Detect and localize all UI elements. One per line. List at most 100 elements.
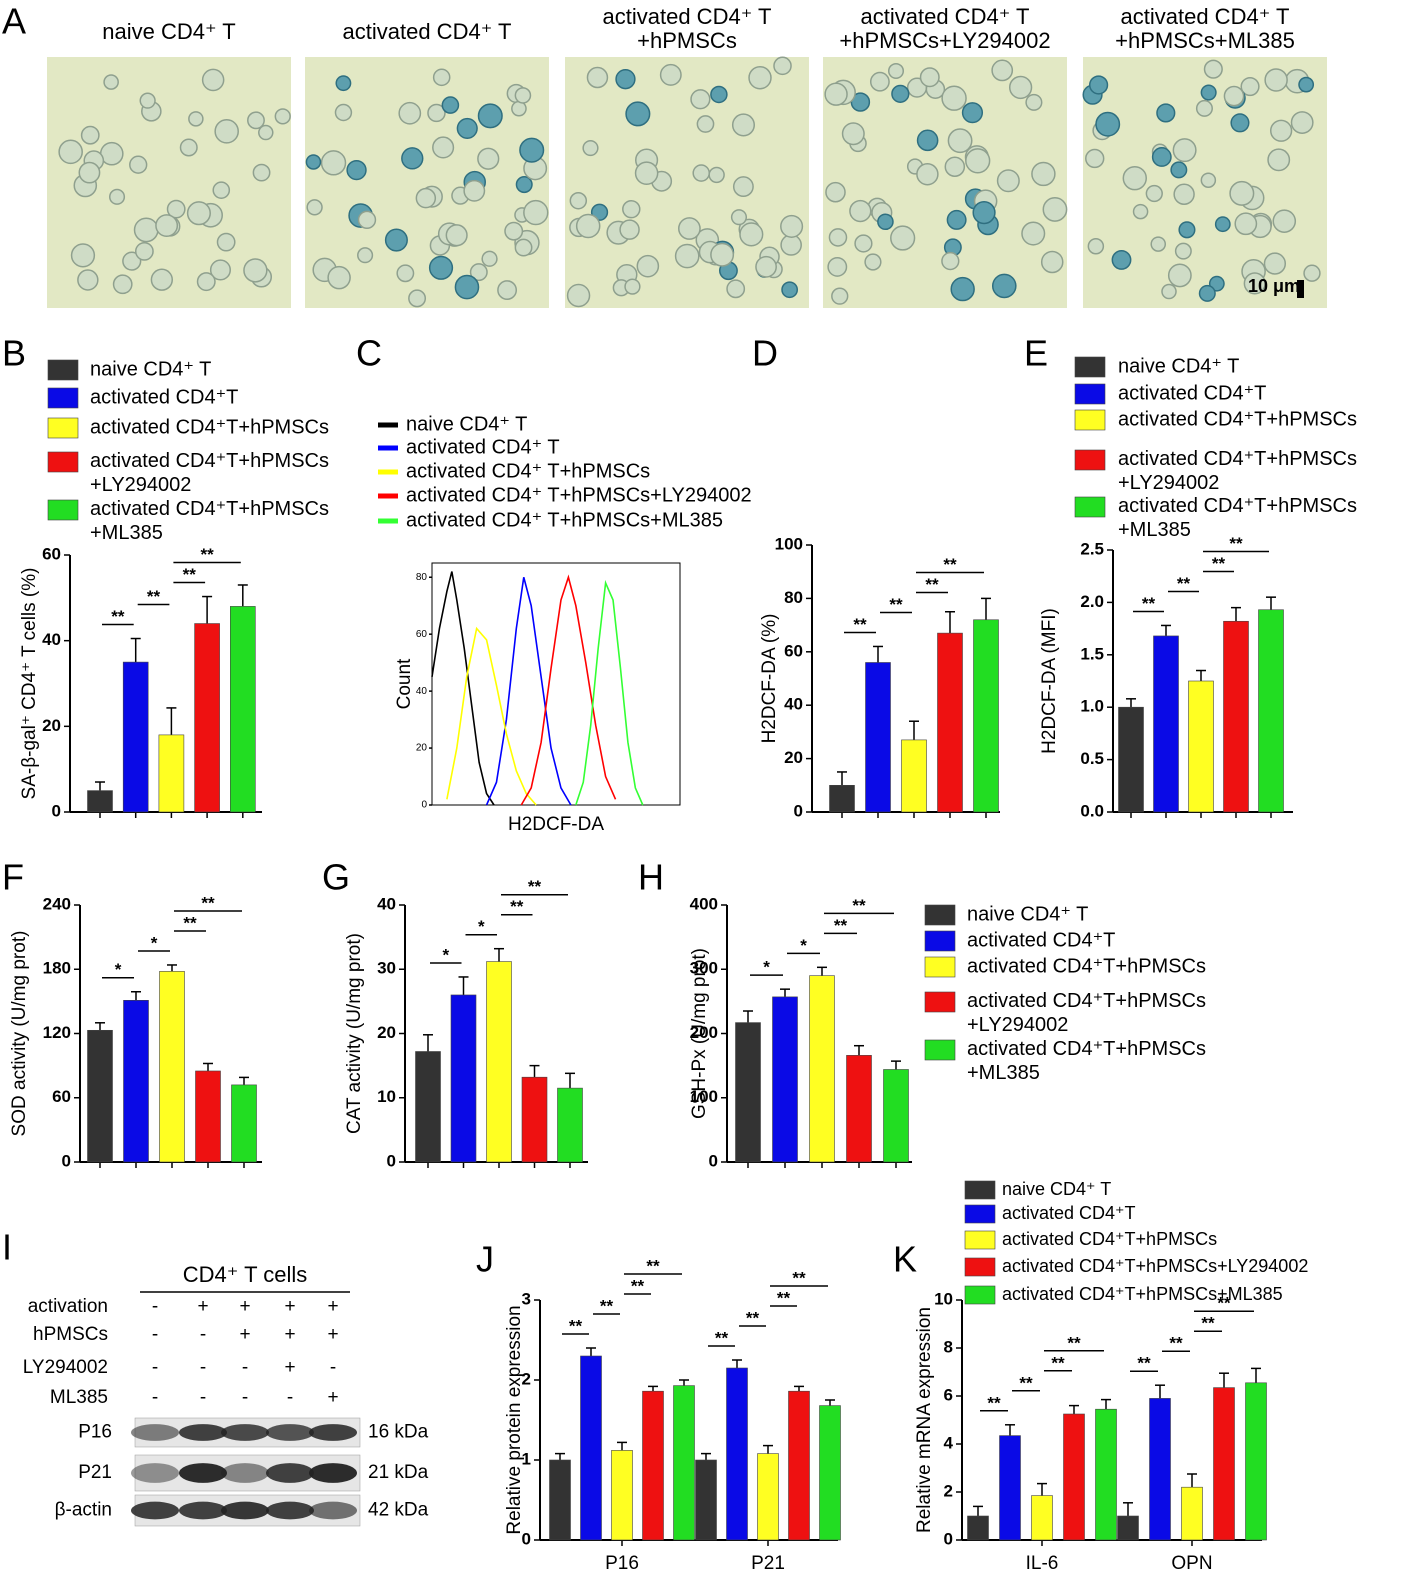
y-tick-label: 20 xyxy=(784,748,803,767)
y-tick-label: 3 xyxy=(522,1289,531,1308)
y-tick-label: 0 xyxy=(421,800,427,811)
cell xyxy=(477,103,503,129)
legend-swatch xyxy=(924,991,956,1013)
cell xyxy=(346,159,367,181)
cell xyxy=(1145,184,1163,203)
significance-label: ** xyxy=(925,575,939,594)
cell xyxy=(781,281,799,299)
legend-label: activated CD4⁺T+hPMSCs+ML385 xyxy=(90,498,329,544)
cell xyxy=(258,124,274,141)
cell xyxy=(831,287,849,305)
cell xyxy=(732,176,754,198)
condition-sign: + xyxy=(284,1357,295,1378)
cell xyxy=(950,276,975,302)
significance-label: ** xyxy=(183,565,197,584)
y-tick-label: 120 xyxy=(43,1023,71,1042)
y-tick-label: 40 xyxy=(377,894,396,913)
y-tick-label: 60 xyxy=(42,544,61,563)
y-tick-label: 200 xyxy=(690,1023,718,1042)
blot-band xyxy=(179,1501,227,1520)
bar xyxy=(735,1022,761,1163)
cell xyxy=(454,274,480,300)
cell xyxy=(678,217,701,240)
cell xyxy=(1229,180,1255,206)
bar xyxy=(901,739,927,813)
blot-band xyxy=(221,1501,269,1520)
scale-bar xyxy=(1297,280,1304,298)
cell xyxy=(1151,147,1172,167)
legend-swatch xyxy=(964,1180,996,1200)
blot-band xyxy=(131,1424,179,1441)
bar xyxy=(865,662,891,813)
bar xyxy=(829,784,855,813)
panel-letter: D xyxy=(752,333,778,374)
condition-sign: + xyxy=(239,1324,250,1345)
image-title: activated CD4⁺ T xyxy=(1121,4,1290,29)
cell xyxy=(634,161,659,185)
y-tick-label: 6 xyxy=(944,1385,953,1404)
condition-sign: + xyxy=(327,1296,338,1317)
cell xyxy=(636,254,660,278)
legend-swatch xyxy=(47,451,79,473)
significance-label: * xyxy=(442,945,449,964)
blot-band xyxy=(266,1424,314,1441)
cell xyxy=(919,67,940,88)
x-axis-label: H2DCF-DA xyxy=(508,814,604,835)
cell xyxy=(396,264,415,283)
y-tick-label: 80 xyxy=(784,588,803,607)
significance-label: ** xyxy=(834,916,848,935)
blot-band xyxy=(309,1463,357,1483)
x-tick-label: P21 xyxy=(751,1553,785,1574)
y-tick-label: 0 xyxy=(62,1151,71,1170)
bar xyxy=(611,1450,633,1541)
significance-label: ** xyxy=(943,555,957,574)
cell xyxy=(216,232,236,252)
cell xyxy=(1172,138,1197,163)
legend-label: activated CD4⁺ T xyxy=(406,436,560,458)
cell xyxy=(1243,272,1266,295)
cell xyxy=(890,225,916,251)
image-title: activated CD4⁺ T xyxy=(861,4,1030,29)
bar xyxy=(557,1087,583,1163)
cell xyxy=(196,272,216,292)
cell xyxy=(108,188,126,205)
condition-sign: - xyxy=(200,1387,206,1408)
cell xyxy=(519,137,545,163)
panel-letter: G xyxy=(322,857,350,898)
cell xyxy=(991,59,1014,82)
cell xyxy=(825,181,846,203)
cell xyxy=(773,56,792,76)
y-tick-label: 2.0 xyxy=(1080,592,1104,611)
significance-label: ** xyxy=(1169,1334,1183,1353)
cell xyxy=(690,89,711,110)
cell xyxy=(1208,275,1225,292)
cell xyxy=(748,65,772,90)
bar xyxy=(521,1076,548,1163)
cell xyxy=(828,228,848,247)
significance-label: * xyxy=(151,933,158,952)
condition-label: activation xyxy=(28,1296,108,1317)
significance-label: ** xyxy=(569,1316,583,1335)
legend-label: naive CD4⁺ T xyxy=(406,413,527,435)
bar xyxy=(937,632,963,813)
bar xyxy=(695,1459,717,1541)
legend-swatch xyxy=(1074,496,1106,518)
bar xyxy=(757,1453,779,1541)
legend-label: activated CD4⁺T+hPMSCs xyxy=(1118,408,1357,430)
bar xyxy=(122,661,149,813)
bar xyxy=(231,1084,257,1163)
cell xyxy=(1095,111,1121,137)
y-tick-label: 20 xyxy=(416,743,428,754)
blot-band xyxy=(266,1463,314,1483)
cell xyxy=(1195,99,1213,117)
significance-label: ** xyxy=(631,1276,645,1295)
significance-label: ** xyxy=(889,595,903,614)
cell xyxy=(619,219,640,240)
bar xyxy=(1213,1387,1235,1541)
bar xyxy=(999,1435,1021,1541)
cell xyxy=(1290,111,1314,134)
significance-label: ** xyxy=(777,1288,791,1307)
bar xyxy=(883,1069,909,1163)
cell xyxy=(674,243,700,269)
bar xyxy=(673,1385,695,1541)
